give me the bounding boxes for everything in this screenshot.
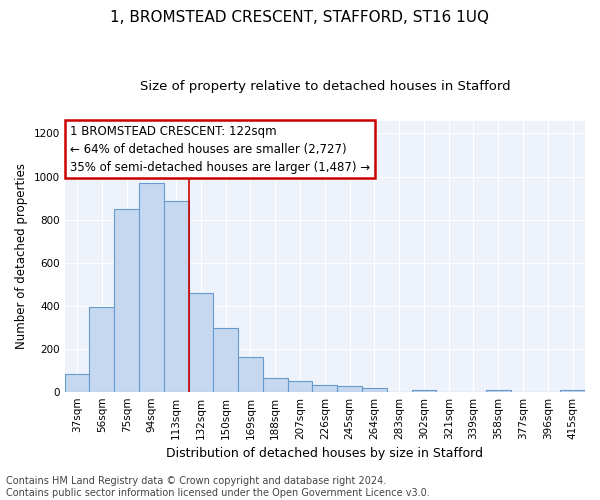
Bar <box>114 209 139 392</box>
Bar <box>412 390 436 392</box>
Bar <box>560 390 585 392</box>
Title: Size of property relative to detached houses in Stafford: Size of property relative to detached ho… <box>140 80 510 93</box>
Bar <box>313 385 337 392</box>
Text: 1, BROMSTEAD CRESCENT, STAFFORD, ST16 1UQ: 1, BROMSTEAD CRESCENT, STAFFORD, ST16 1U… <box>110 10 490 25</box>
Bar <box>337 386 362 392</box>
Bar <box>214 328 238 392</box>
Text: 1 BROMSTEAD CRESCENT: 122sqm
← 64% of detached houses are smaller (2,727)
35% of: 1 BROMSTEAD CRESCENT: 122sqm ← 64% of de… <box>70 124 370 174</box>
Bar <box>164 201 188 392</box>
Bar <box>139 183 164 392</box>
Bar <box>486 390 511 392</box>
Bar <box>188 292 214 392</box>
Bar <box>263 378 287 392</box>
Bar <box>65 374 89 392</box>
Bar <box>362 388 387 392</box>
Y-axis label: Number of detached properties: Number of detached properties <box>15 163 28 349</box>
Text: Contains HM Land Registry data © Crown copyright and database right 2024.
Contai: Contains HM Land Registry data © Crown c… <box>6 476 430 498</box>
Bar <box>238 358 263 392</box>
Bar <box>89 306 114 392</box>
Bar <box>287 381 313 392</box>
X-axis label: Distribution of detached houses by size in Stafford: Distribution of detached houses by size … <box>166 447 484 460</box>
